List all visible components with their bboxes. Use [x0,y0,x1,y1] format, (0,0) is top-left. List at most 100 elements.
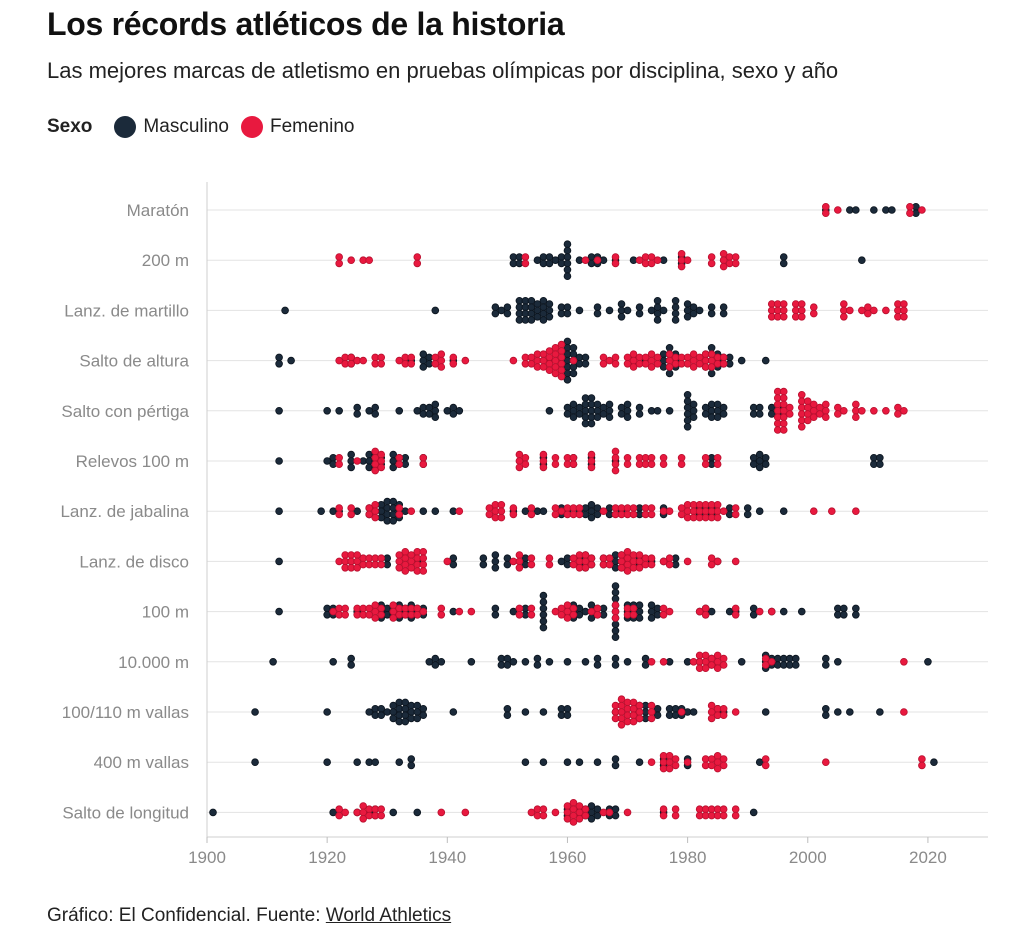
record-dot-masculino [317,507,325,516]
record-dot-masculino [431,306,440,315]
record-dot-femenino [623,460,632,469]
record-dot-masculino [797,607,806,616]
record-dot-femenino [521,253,530,261]
source-link[interactable]: World Athletics [325,905,452,926]
record-dot-femenino [581,256,590,265]
record-dot-femenino [683,359,692,368]
record-dot-femenino [395,510,404,519]
record-dot-femenino [827,507,836,516]
record-dot-masculino [876,708,884,716]
record-dot-masculino [611,811,620,820]
row-label: 200 m [142,251,189,270]
record-dot-masculino [545,312,554,321]
record-dot-femenino [707,259,716,268]
record-dot-femenino [701,453,710,462]
row-label: Lanz. de martillo [64,301,189,320]
record-dot-femenino [713,460,722,469]
record-dot-femenino [365,510,374,519]
record-dot-masculino [755,463,764,472]
record-dot-femenino [371,507,380,516]
record-dot-masculino [251,758,259,766]
record-dot-femenino [605,554,614,562]
record-dot-femenino [551,607,560,616]
record-dot-masculino [407,761,416,770]
record-dot-masculino [419,704,428,713]
record-dot-femenino [611,359,620,368]
record-dot-femenino [557,353,566,362]
record-dot-masculino [413,406,422,415]
record-dot-femenino [413,253,422,261]
record-dot-femenino [593,256,602,265]
record-dot-femenino [515,604,524,613]
record-dot-femenino [443,557,452,566]
row-label: Salto de altura [79,352,189,371]
record-dot-femenino [689,363,698,371]
record-dot-femenino [569,453,578,462]
record-dot-femenino [900,312,908,321]
record-dot-masculino [791,661,800,669]
record-dot-masculino [491,309,500,318]
record-dot-masculino [329,657,337,666]
record-dot-femenino [335,504,343,512]
record-dot-masculino [449,560,458,569]
record-dot-femenino [635,256,644,265]
record-dot-femenino [761,755,770,763]
record-dot-femenino [779,300,788,308]
record-dot-femenino [629,504,638,512]
record-dot-femenino [713,513,722,522]
record-dot-masculino [569,343,578,352]
record-dot-masculino [539,507,548,516]
record-dot-masculino [407,755,416,763]
record-dot-femenino [575,504,584,512]
record-dot-femenino [551,369,560,378]
record-dot-masculino [876,460,884,469]
record-dot-femenino [371,513,380,522]
record-dot-femenino [719,359,728,368]
record-dot-femenino [371,466,380,475]
record-dot-femenino [713,664,722,672]
record-dot-femenino [834,410,842,418]
legend-item-masculino[interactable]: Masculino [114,116,229,138]
x-tick-label: 1900 [188,848,226,867]
record-dot-femenino [719,811,728,820]
legend-label-femenino: Femenino [269,116,355,137]
record-dot-masculino [563,375,572,384]
record-dot-masculino [539,610,548,619]
record-dot-femenino [527,610,536,619]
record-dot-femenino [719,755,728,763]
record-dot-masculino [569,369,578,378]
record-dot-masculino [617,410,626,418]
record-dot-femenino [527,504,536,512]
record-dot-masculino [737,657,746,666]
record-dot-masculino [287,356,295,365]
record-dot-femenino [647,460,656,469]
record-dot-masculino [593,413,602,422]
record-dot-masculino [852,604,860,613]
record-dot-masculino [779,253,788,261]
record-dot-masculino [834,657,842,666]
record-dot-masculino [635,614,644,622]
record-dot-femenino [713,500,722,509]
record-dot-femenino [852,507,860,516]
record-dot-masculino [593,303,602,312]
record-dot-masculino [587,419,596,428]
record-dot-femenino [377,811,386,820]
record-dot-masculino [743,510,752,519]
record-dot-femenino [359,814,368,823]
record-dot-masculino [455,406,464,415]
x-tick-label: 2000 [789,848,827,867]
record-dot-masculino [611,654,620,663]
record-dot-masculino [581,359,590,368]
record-dot-femenino [461,356,470,365]
record-dot-masculino [605,413,614,422]
record-dot-femenino [635,714,644,723]
record-dot-femenino [377,610,386,619]
record-dot-femenino [335,253,343,261]
legend-item-femenino[interactable]: Femenino [240,116,355,138]
record-dot-femenino [395,356,404,365]
record-dot-femenino [341,808,349,817]
record-dot-masculino [617,312,626,321]
record-dot-masculino [347,661,355,669]
record-dot-masculino [545,259,554,268]
